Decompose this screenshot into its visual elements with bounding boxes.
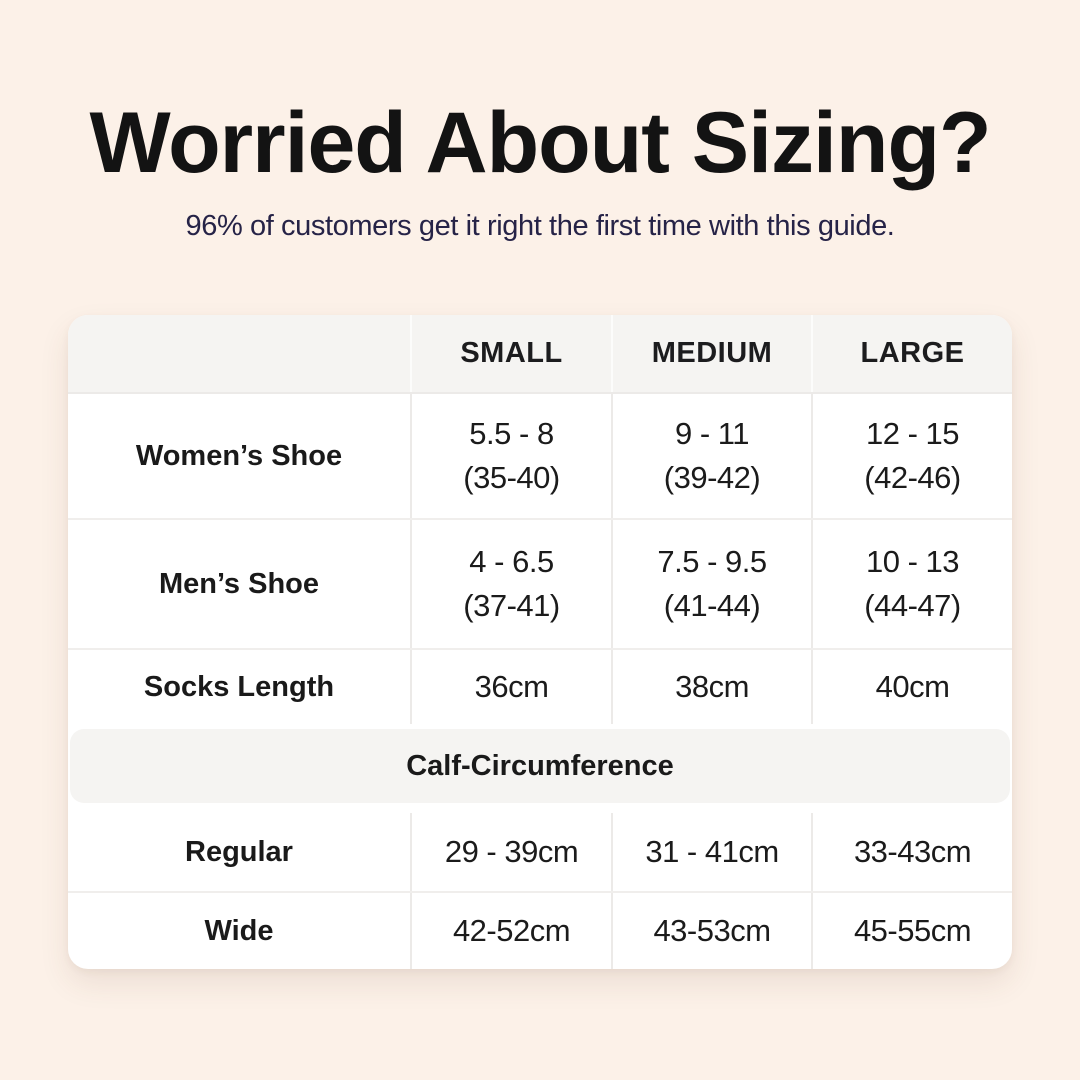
table-cell: 5.5 - 8 (35-40) [410,394,611,518]
table-row-womens-shoe: Women’s Shoe 5.5 - 8 (35-40) 9 - 11 (39-… [68,394,1012,518]
column-header-small: SMALL [410,315,611,392]
page-title: Worried About Sizing? [89,95,991,191]
cell-line: 40cm [875,669,950,704]
cell-line: 45-55cm [853,913,972,948]
cell-line: 29 - 39cm [444,834,579,869]
cell-line: 33-43cm [853,834,972,869]
table-cell: 7.5 - 9.5 (41-44) [611,520,811,648]
table-cell: 43-53cm [611,893,811,969]
table-cell: 33-43cm [811,813,1012,891]
row-label: Socks Length [143,670,335,703]
cell-line: 43-53cm [653,913,771,948]
table-header-row: SMALL MEDIUM LARGE [68,315,1012,394]
column-header-large: LARGE [811,315,1012,392]
row-label: Men’s Shoe [158,567,320,600]
cell-line: 7.5 - 9.5 [657,544,767,579]
table-corner-cell [68,315,410,392]
section-band-row: Calf-Circumference [68,729,1012,813]
row-label: Regular [185,835,293,868]
table-row-mens-shoe: Men’s Shoe 4 - 6.5 (37-41) 7.5 - 9.5 (41… [68,518,1012,648]
table-cell: 9 - 11 (39-42) [611,394,811,518]
size-table: SMALL MEDIUM LARGE Women’s Shoe 5.5 - 8 … [68,315,1012,969]
cell-line: 5.5 - 8 [469,416,554,451]
table-cell: 36cm [410,650,611,724]
table-cell: 31 - 41cm [611,813,811,891]
table-cell: 45-55cm [811,893,1012,969]
cell-line: 36cm [474,669,549,704]
table-row-wide: Wide 42-52cm 43-53cm 45-55cm [68,891,1012,969]
cell-line: 38cm [675,669,749,704]
cell-line: (44-47) [864,588,961,623]
column-header-medium: MEDIUM [611,315,811,392]
section-header: Calf-Circumference [70,729,1010,803]
cell-line: 9 - 11 [675,416,749,451]
cell-line: (35-40) [463,460,560,495]
row-label: Women’s Shoe [135,439,343,472]
cell-line: (39-42) [663,460,761,495]
cell-line: 42-52cm [452,913,571,948]
page-subtitle: 96% of customers get it right the first … [185,210,895,242]
table-cell: 42-52cm [410,893,611,969]
table-row-socks-length: Socks Length 36cm 38cm 40cm [68,648,1012,724]
table-cell: 12 - 15 (42-46) [811,394,1012,518]
cell-line: (41-44) [663,588,761,623]
table-cell: 10 - 13 (44-47) [811,520,1012,648]
table-cell: 40cm [811,650,1012,724]
table-row-regular: Regular 29 - 39cm 31 - 41cm 33-43cm [68,813,1012,891]
cell-line: (42-46) [864,460,961,495]
cell-line: 4 - 6.5 [469,544,554,579]
cell-line: 31 - 41cm [645,834,779,869]
cell-line: 12 - 15 [865,416,960,451]
table-cell: 4 - 6.5 (37-41) [410,520,611,648]
table-cell: 38cm [611,650,811,724]
cell-line: 10 - 13 [865,544,960,579]
row-label: Wide [204,914,274,947]
table-cell: 29 - 39cm [410,813,611,891]
cell-line: (37-41) [463,588,560,623]
